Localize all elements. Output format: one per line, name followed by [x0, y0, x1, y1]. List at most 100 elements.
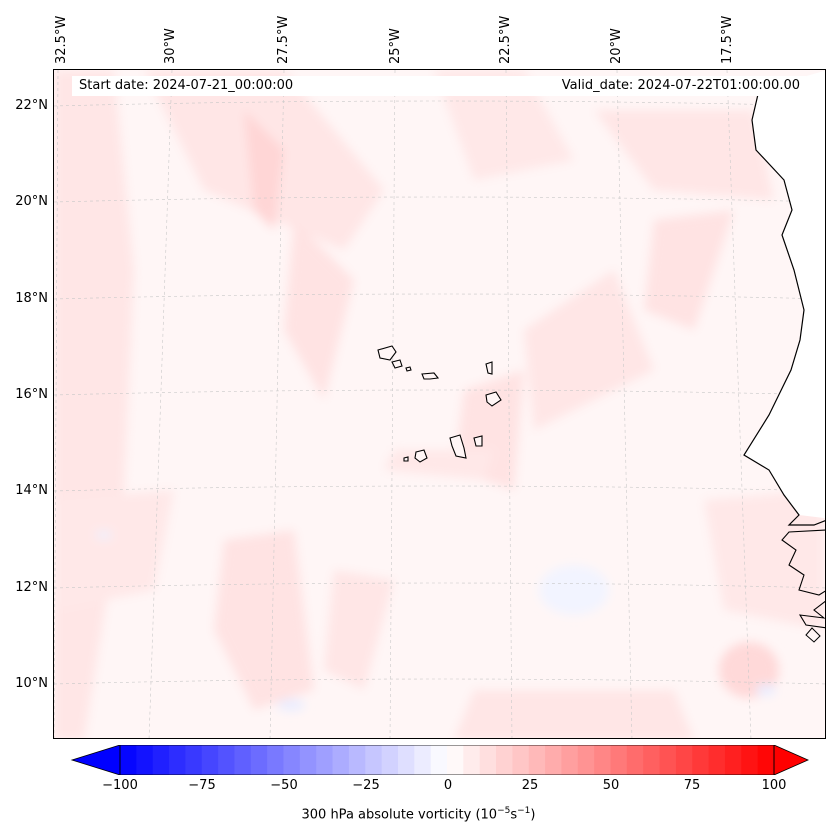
island-sao-nicolau — [421, 372, 440, 380]
colorbar-segment — [479, 745, 497, 775]
lon-label-30w: 30°W — [163, 28, 178, 64]
lat-label-14n: 14°N — [15, 483, 48, 498]
vorticity-streak — [434, 70, 574, 180]
island-sao-vicente — [391, 359, 403, 369]
colorbar-segment — [675, 745, 693, 775]
vorticity-streak — [756, 684, 776, 696]
vorticity-shading — [54, 70, 824, 738]
colorbar-segment — [381, 745, 399, 775]
lat-label-20n: 20°N — [15, 194, 48, 209]
lon-label-20w: 20°W — [609, 28, 624, 64]
colorbar-title-prefix: 300 hPa absolute vorticity (10 — [301, 807, 498, 823]
colorbar-tick-label: −75 — [188, 778, 216, 793]
colorbar-segment — [626, 745, 644, 775]
colorbar-tick-label: 100 — [761, 778, 787, 793]
graticule-line — [54, 485, 825, 492]
graticule-line — [54, 582, 825, 589]
lon-label-27-5w: 27.5°W — [276, 15, 291, 64]
lon-label-22-5w: 22.5°W — [498, 15, 513, 64]
colorbar-segment — [250, 745, 268, 775]
graticule-line — [54, 70, 59, 738]
colorbar-segment — [430, 745, 448, 775]
colorbar-title-exponent: −5 — [497, 806, 511, 816]
vorticity-streak — [454, 690, 694, 738]
colorbar-segment — [283, 745, 301, 775]
colorbar-tick-label: −100 — [102, 778, 138, 793]
colorbar-segment — [496, 745, 513, 775]
colorbar-title-suffix: ) — [530, 807, 536, 823]
vorticity-streak — [214, 530, 314, 710]
island-santo-antao — [377, 345, 397, 361]
colorbar-title-unit: s — [510, 807, 518, 823]
colorbar-segments — [120, 745, 775, 775]
lon-label-32-5w: 32.5°W — [54, 15, 69, 64]
colorbar-segment — [332, 745, 350, 775]
colorbar-segment — [512, 745, 530, 775]
colorbar-segment — [267, 745, 285, 775]
colorbar-segment — [659, 745, 677, 775]
colorbar-tick-label: −25 — [352, 778, 380, 793]
colorbar-segment — [724, 745, 742, 775]
graticule-line — [505, 70, 513, 738]
colorbar-segment — [594, 745, 612, 775]
date-info-bar — [72, 76, 806, 96]
colorbar-segment — [447, 745, 464, 775]
colorbar-segment — [397, 745, 415, 775]
vorticity-streak — [244, 110, 284, 230]
valid-date-text: Valid_date: 2024-07-22T01:00:00.00 — [561, 78, 800, 93]
colorbar-segment — [152, 745, 170, 775]
africa-coastline — [781, 529, 825, 596]
graticule-line — [54, 678, 825, 685]
vorticity-streak — [384, 450, 494, 480]
colorbar-segment — [528, 745, 546, 775]
graticule-line — [389, 70, 396, 738]
lat-label-22n: 22°N — [15, 98, 48, 113]
colorbar-segment — [348, 745, 366, 775]
cape-verde-islands — [377, 345, 502, 463]
lat-label-12n: 12°N — [15, 580, 48, 595]
colorbar-title-exponent: −1 — [517, 806, 531, 816]
colorbar-segment — [643, 745, 661, 775]
colorbar-segment — [136, 745, 154, 775]
vorticity-streak — [719, 642, 779, 698]
vorticity-streak — [539, 565, 609, 615]
graticule-line — [54, 196, 825, 203]
island-santiago — [449, 434, 467, 459]
graticule-line — [54, 100, 825, 107]
vorticity-streak — [96, 531, 112, 539]
graticule-line — [726, 70, 752, 738]
graticule-line — [54, 389, 825, 396]
colorbar-segment — [316, 745, 334, 775]
island-brava — [403, 456, 409, 462]
colorbar-segment — [185, 745, 203, 775]
colorbar-title: 300 hPa absolute vorticity (10−5s−1) — [0, 806, 837, 822]
africa-coastline — [743, 89, 825, 526]
lat-label-16n: 16°N — [15, 387, 48, 402]
colorbar-tick-label: 50 — [602, 778, 620, 793]
lat-label-10n: 10°N — [15, 676, 48, 691]
colorbar-segment — [561, 745, 579, 775]
colorbar-segment — [218, 745, 236, 775]
island-fogo — [414, 449, 428, 463]
island-santa-luzia — [405, 366, 412, 372]
lon-label-25w: 25°W — [388, 28, 403, 64]
colorbar-segment — [120, 745, 137, 775]
island-maio — [473, 435, 483, 447]
vorticity-streak — [284, 220, 354, 400]
graticule-line — [54, 293, 825, 300]
vorticity-streak — [644, 210, 734, 330]
vorticity-streak — [324, 570, 394, 690]
map-panel[interactable] — [53, 69, 826, 739]
colorbar-tick-label: 0 — [443, 778, 453, 793]
vorticity-streak — [54, 70, 134, 738]
colorbar-segment — [201, 745, 219, 775]
graticule-line — [616, 70, 633, 738]
vorticity-streak — [54, 490, 174, 610]
island-boa-vista — [485, 391, 502, 407]
colorbar-segment — [545, 745, 563, 775]
vorticity-streak — [277, 699, 305, 711]
colorbar-segment — [463, 745, 481, 775]
colorbar-segment — [610, 745, 628, 775]
colorbar-outline — [119, 745, 775, 775]
colorbar-segment — [708, 745, 726, 775]
